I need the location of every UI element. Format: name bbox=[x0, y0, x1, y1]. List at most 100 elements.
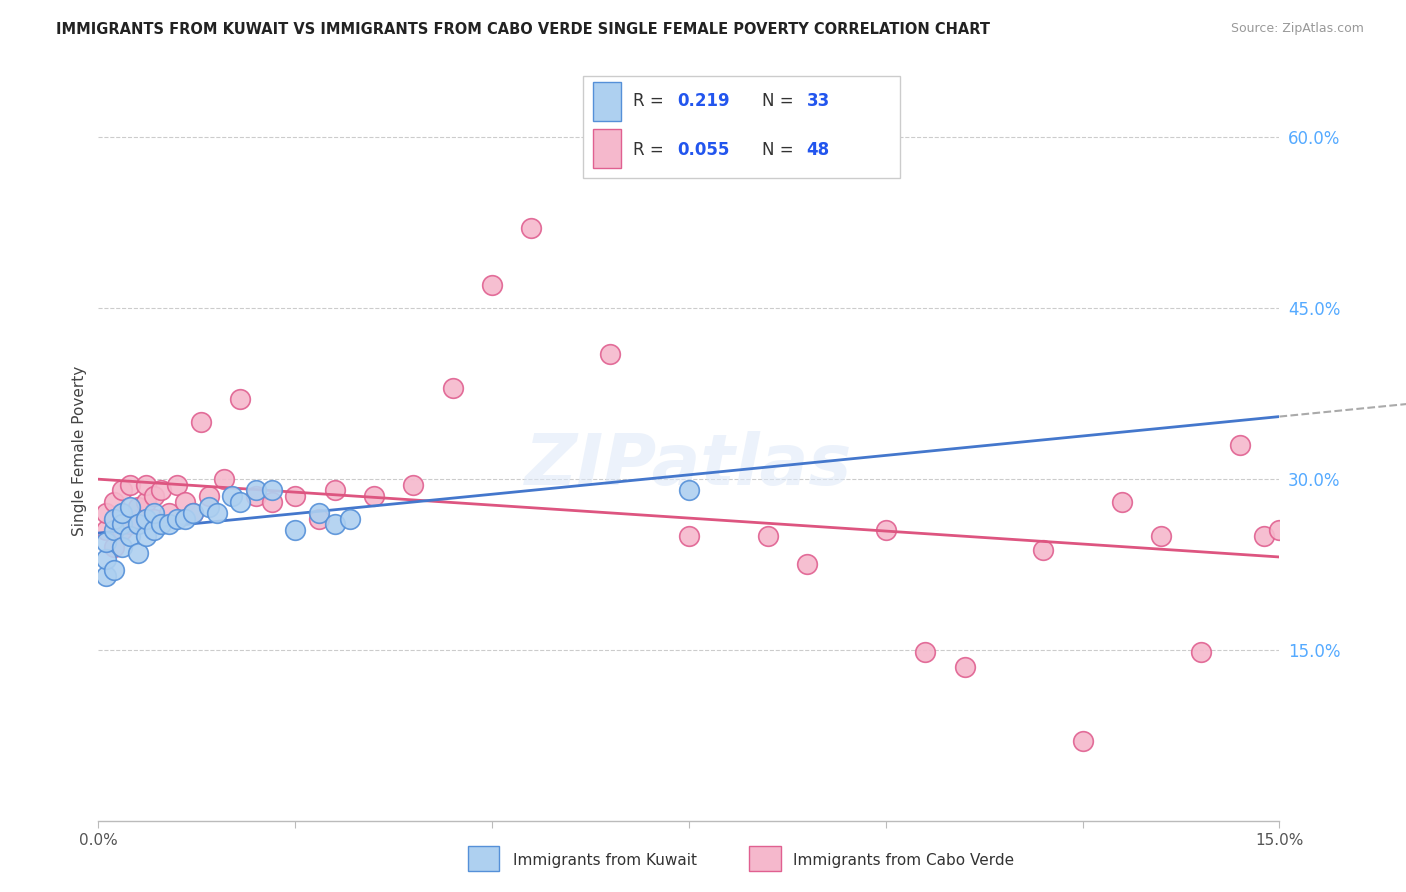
Point bbox=[284, 523, 307, 537]
Point bbox=[96, 568, 118, 582]
Point bbox=[142, 512, 165, 526]
Point bbox=[96, 523, 118, 537]
Point bbox=[441, 381, 464, 395]
Text: IMMIGRANTS FROM KUWAIT VS IMMIGRANTS FROM CABO VERDE SINGLE FEMALE POVERTY CORRE: IMMIGRANTS FROM KUWAIT VS IMMIGRANTS FRO… bbox=[56, 22, 990, 37]
Point bbox=[103, 563, 125, 577]
Point bbox=[678, 483, 700, 498]
Point bbox=[1268, 523, 1291, 537]
Point bbox=[142, 523, 165, 537]
Point bbox=[96, 534, 118, 549]
Text: 0.055: 0.055 bbox=[676, 141, 730, 159]
Point bbox=[96, 506, 118, 520]
Text: ZIPatlas: ZIPatlas bbox=[526, 431, 852, 500]
Point bbox=[174, 494, 197, 508]
Bar bbox=[749, 846, 780, 871]
Point bbox=[339, 512, 361, 526]
Point bbox=[150, 483, 173, 498]
Point bbox=[127, 500, 149, 515]
Point bbox=[284, 489, 307, 503]
Point bbox=[197, 489, 219, 503]
Point bbox=[520, 221, 543, 235]
Point bbox=[142, 489, 165, 503]
Point bbox=[118, 500, 141, 515]
Point bbox=[190, 415, 212, 429]
Point bbox=[214, 472, 236, 486]
Point bbox=[260, 483, 283, 498]
Point bbox=[111, 523, 134, 537]
FancyBboxPatch shape bbox=[583, 76, 900, 178]
Point bbox=[323, 483, 346, 498]
Point bbox=[103, 494, 125, 508]
Point bbox=[103, 523, 125, 537]
Point bbox=[197, 500, 219, 515]
Point bbox=[157, 506, 180, 520]
Point bbox=[260, 494, 283, 508]
Point bbox=[181, 506, 204, 520]
Point bbox=[111, 517, 134, 532]
Point bbox=[1150, 529, 1173, 543]
Point bbox=[796, 558, 818, 572]
Point bbox=[127, 546, 149, 560]
Point bbox=[150, 517, 173, 532]
Point bbox=[323, 517, 346, 532]
Point bbox=[135, 512, 157, 526]
Point bbox=[1071, 734, 1094, 748]
Bar bbox=[593, 129, 621, 168]
Point bbox=[135, 529, 157, 543]
Point bbox=[229, 392, 252, 407]
Point bbox=[363, 489, 385, 503]
Point bbox=[127, 517, 149, 532]
Point bbox=[111, 541, 134, 555]
Point bbox=[308, 512, 330, 526]
Point bbox=[166, 512, 188, 526]
Point bbox=[181, 506, 204, 520]
Point bbox=[135, 477, 157, 491]
Point bbox=[166, 477, 188, 491]
Point bbox=[678, 529, 700, 543]
Point bbox=[1111, 494, 1133, 508]
Point bbox=[953, 660, 976, 674]
Text: R =: R = bbox=[633, 141, 668, 159]
Point bbox=[142, 506, 165, 520]
Point bbox=[174, 512, 197, 526]
Y-axis label: Single Female Poverty: Single Female Poverty bbox=[72, 366, 87, 535]
Text: 0.219: 0.219 bbox=[676, 93, 730, 111]
Point bbox=[229, 494, 252, 508]
Text: Immigrants from Kuwait: Immigrants from Kuwait bbox=[513, 854, 697, 868]
Point bbox=[914, 645, 936, 659]
Point bbox=[402, 477, 425, 491]
Point bbox=[1253, 529, 1275, 543]
Point bbox=[875, 523, 897, 537]
Bar bbox=[593, 82, 621, 121]
Text: 48: 48 bbox=[807, 141, 830, 159]
Point bbox=[96, 551, 118, 566]
Text: R =: R = bbox=[633, 93, 668, 111]
Point bbox=[1189, 645, 1212, 659]
Point bbox=[1032, 542, 1054, 557]
Point bbox=[245, 489, 267, 503]
Text: Source: ZipAtlas.com: Source: ZipAtlas.com bbox=[1230, 22, 1364, 36]
Text: Immigrants from Cabo Verde: Immigrants from Cabo Verde bbox=[793, 854, 1014, 868]
Point bbox=[111, 483, 134, 498]
Point bbox=[135, 494, 157, 508]
Bar bbox=[468, 846, 499, 871]
Point bbox=[157, 517, 180, 532]
Point bbox=[481, 278, 503, 293]
Text: N =: N = bbox=[762, 93, 799, 111]
Point bbox=[221, 489, 243, 503]
Point bbox=[245, 483, 267, 498]
Point bbox=[103, 512, 125, 526]
Point bbox=[111, 506, 134, 520]
Text: N =: N = bbox=[762, 141, 799, 159]
Point bbox=[1229, 438, 1251, 452]
Text: 33: 33 bbox=[807, 93, 830, 111]
Point bbox=[118, 477, 141, 491]
Point bbox=[756, 529, 779, 543]
Point bbox=[127, 512, 149, 526]
Point bbox=[599, 346, 621, 360]
Point bbox=[103, 541, 125, 555]
Point bbox=[205, 506, 228, 520]
Point bbox=[308, 506, 330, 520]
Point bbox=[118, 517, 141, 532]
Point bbox=[118, 529, 141, 543]
